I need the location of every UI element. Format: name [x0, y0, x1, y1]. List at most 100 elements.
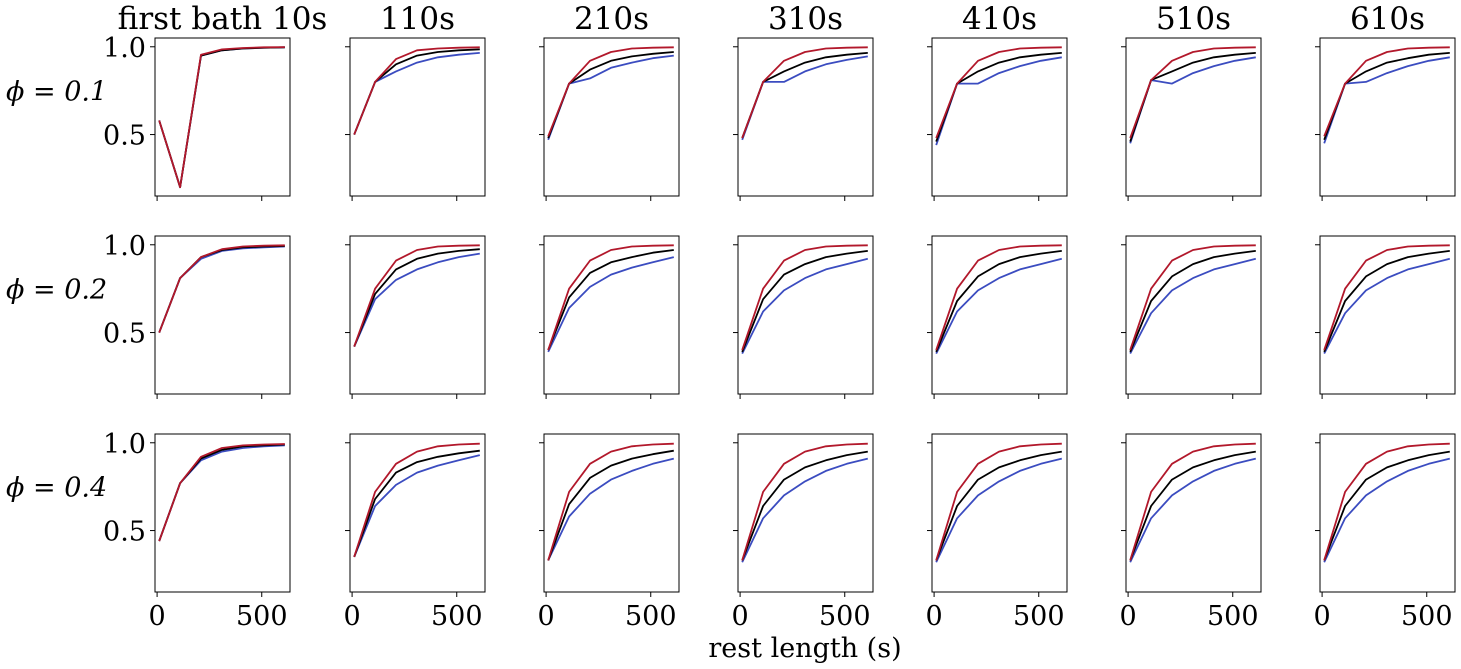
- x-tick-label: 0: [343, 601, 360, 632]
- axes-frame-r0c1: [349, 37, 486, 197]
- series-line-r1c0-2: [158, 244, 285, 333]
- axes-frame-r2c0: [154, 433, 291, 593]
- series-line-r1c0-1: [158, 245, 285, 333]
- series-line-r0c6-1: [1323, 52, 1450, 141]
- y-tick-label: 1.0: [103, 33, 146, 64]
- series-line-r2c6-2: [1323, 442, 1450, 561]
- x-tick-label: 500: [625, 601, 677, 632]
- x-tick-label: 0: [1313, 601, 1330, 632]
- series-line-r1c6-0: [1323, 257, 1451, 355]
- series-line-r1c5-1: [1129, 250, 1256, 353]
- x-tick-label: 0: [925, 601, 942, 632]
- series-line-r2c5-0: [1129, 457, 1257, 563]
- series-line-r0c6-2: [1323, 46, 1450, 137]
- series-line-r0c3-1: [741, 52, 868, 139]
- series-line-r0c2-1: [547, 51, 674, 139]
- axes-frame-r2c1: [349, 433, 486, 593]
- series-line-r1c1-2: [353, 244, 480, 347]
- x-tick-label: 500: [1401, 601, 1453, 632]
- series-line-r0c1-0: [353, 52, 480, 135]
- x-axis-label: rest length (s): [708, 633, 901, 664]
- series-line-r0c5-0: [1129, 56, 1256, 144]
- series-line-r1c2-2: [547, 244, 674, 351]
- series-line-r1c4-0: [935, 257, 1063, 355]
- axes-frame-r0c3: [737, 37, 874, 197]
- series-line-r0c3-0: [741, 55, 868, 141]
- column-title-3: 310s: [768, 1, 843, 37]
- series-line-r0c4-0: [935, 56, 1062, 146]
- series-line-r0c5-1: [1129, 52, 1256, 142]
- series-line-r2c1-1: [353, 449, 480, 558]
- series-line-r1c2-0: [547, 256, 675, 353]
- series-line-r1c2-1: [547, 249, 674, 351]
- axes-frame-r2c4: [931, 433, 1068, 593]
- series-line-r2c6-0: [1323, 457, 1451, 563]
- series-line-r0c5-2: [1129, 46, 1256, 139]
- axes-frame-r2c6: [1319, 433, 1456, 593]
- axes-frame-r0c0: [154, 37, 291, 197]
- axes-frame-r1c4: [931, 235, 1068, 395]
- series-line-r0c2-0: [547, 54, 674, 141]
- y-tick-label: 0.5: [103, 319, 146, 350]
- column-title-4: 410s: [962, 1, 1037, 37]
- x-tick-label: 500: [431, 601, 483, 632]
- x-tick-label: 500: [1207, 601, 1259, 632]
- series-line-r2c4-0: [935, 457, 1063, 563]
- column-title-6: 610s: [1350, 1, 1425, 37]
- x-tick-label: 500: [1013, 601, 1065, 632]
- series-line-r2c4-1: [935, 450, 1062, 561]
- series-line-r2c2-2: [547, 442, 674, 561]
- series-line-r0c0-1: [158, 46, 285, 189]
- series-line-r0c0-0: [158, 46, 285, 189]
- axes-frame-r2c2: [543, 433, 680, 593]
- series-line-r1c4-1: [935, 250, 1062, 353]
- series-line-r0c1-2: [353, 46, 480, 135]
- series-line-r1c6-2: [1323, 244, 1450, 351]
- series-line-r0c6-0: [1323, 56, 1450, 144]
- axes-frame-r1c0: [154, 235, 291, 395]
- series-line-r1c3-1: [741, 250, 868, 353]
- series-line-r1c3-0: [741, 257, 869, 355]
- column-title-5: 510s: [1156, 1, 1231, 37]
- axes-frame-r1c2: [543, 235, 680, 395]
- row-label-1: ϕ = 0.2: [6, 275, 107, 306]
- y-tick-label: 1.0: [103, 231, 146, 262]
- series-line-r1c0-0: [158, 245, 285, 333]
- column-title-2: 210s: [574, 1, 649, 37]
- axes-frame-r2c5: [1125, 433, 1262, 593]
- axes-frame-r1c6: [1319, 235, 1456, 395]
- row-label-2: ϕ = 0.4: [6, 473, 107, 504]
- series-line-r2c2-0: [547, 457, 675, 561]
- series-line-r2c0-1: [158, 443, 285, 542]
- axes-frame-r0c6: [1319, 37, 1456, 197]
- series-line-r2c4-2: [935, 442, 1062, 561]
- x-tick-label: 0: [537, 601, 554, 632]
- row-label-0: ϕ = 0.1: [6, 77, 107, 108]
- series-line-r2c0-0: [158, 444, 285, 542]
- series-line-r1c1-0: [353, 252, 480, 347]
- series-line-r2c3-2: [741, 442, 868, 561]
- x-tick-label: 500: [236, 601, 288, 632]
- series-line-r2c3-0: [741, 457, 869, 563]
- series-line-r0c0-2: [158, 46, 285, 189]
- column-title-1: 110s: [380, 1, 455, 37]
- series-line-r1c3-2: [741, 244, 868, 351]
- series-line-r0c2-2: [547, 46, 674, 137]
- series-line-r2c2-1: [547, 449, 674, 561]
- axes-frame-r1c3: [737, 235, 874, 395]
- series-line-r2c3-1: [741, 450, 868, 561]
- series-line-r1c6-1: [1323, 250, 1450, 353]
- series-line-r2c6-1: [1323, 450, 1450, 561]
- series-line-r1c4-2: [935, 244, 1062, 351]
- series-line-r2c5-1: [1129, 450, 1256, 561]
- series-line-r0c4-1: [935, 52, 1062, 142]
- y-tick-label: 0.5: [103, 517, 146, 548]
- series-line-r0c3-2: [741, 46, 868, 139]
- series-line-r2c1-2: [353, 442, 480, 558]
- series-line-r0c4-2: [935, 46, 1062, 139]
- axes-frame-r0c2: [543, 37, 680, 197]
- column-title-0: first bath 10s: [118, 1, 328, 37]
- axes-frame-r1c5: [1125, 235, 1262, 395]
- x-tick-label: 500: [819, 601, 871, 632]
